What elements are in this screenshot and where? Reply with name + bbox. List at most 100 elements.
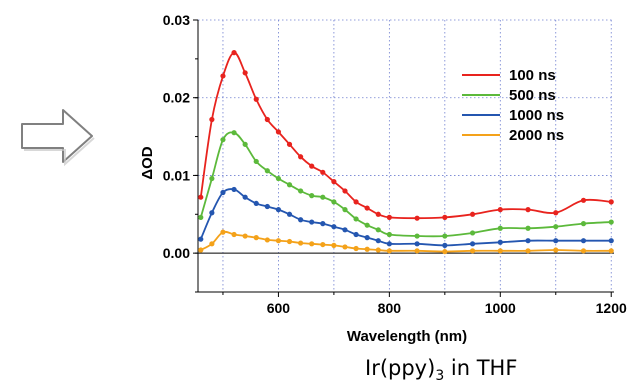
data-point-2000-ns — [220, 229, 226, 235]
axis-ticks: 600 800 1000 1200 0.00 0.01 0.02 0.03 — [163, 12, 627, 316]
data-point-100-ns — [309, 163, 315, 169]
data-point-100-ns — [298, 154, 304, 160]
data-point-500-ns — [231, 130, 237, 136]
y-tick-label: 0.03 — [163, 12, 190, 28]
data-series — [198, 50, 614, 255]
data-point-2000-ns — [364, 246, 370, 252]
y-tick-label: 0.00 — [163, 245, 190, 261]
right-arrow-icon — [21, 109, 95, 167]
data-point-500-ns — [342, 207, 348, 213]
data-point-2000-ns — [242, 233, 248, 239]
data-point-1000-ns — [298, 217, 304, 223]
data-point-500-ns — [286, 182, 293, 188]
axes — [197, 20, 614, 293]
caption-subscript: 3 — [435, 368, 444, 384]
data-point-100-ns — [375, 211, 381, 217]
data-point-2000-ns — [253, 235, 259, 241]
legend-label-100-ns: 100 ns — [509, 67, 556, 84]
data-point-2000-ns — [580, 248, 587, 254]
data-point-100-ns — [386, 214, 392, 220]
legend-label-500-ns: 500 ns — [509, 87, 556, 104]
data-point-100-ns — [442, 214, 448, 220]
data-point-100-ns — [608, 199, 614, 205]
data-point-1000-ns — [497, 239, 503, 245]
data-point-2000-ns — [553, 247, 559, 253]
data-point-1000-ns — [342, 227, 348, 233]
data-point-1000-ns — [264, 203, 270, 210]
data-point-2000-ns — [469, 248, 476, 254]
data-point-1000-ns — [469, 241, 476, 247]
data-point-2000-ns — [275, 238, 282, 244]
data-point-2000-ns — [608, 248, 614, 254]
legend-label-2000-ns: 2000 ns — [509, 127, 564, 144]
data-point-2000-ns — [497, 248, 503, 254]
x-tick-label: 1000 — [485, 300, 516, 316]
data-point-500-ns — [320, 194, 326, 200]
data-point-500-ns — [414, 233, 420, 239]
data-point-1000-ns — [553, 238, 559, 244]
data-point-500-ns — [331, 199, 337, 205]
data-point-1000-ns — [209, 210, 215, 216]
data-point-500-ns — [386, 231, 392, 238]
data-point-500-ns — [364, 222, 370, 228]
data-point-500-ns — [264, 168, 270, 174]
data-point-1000-ns — [414, 241, 420, 247]
data-point-2000-ns — [414, 248, 420, 254]
data-point-2000-ns — [331, 242, 337, 248]
data-point-1000-ns — [242, 194, 248, 200]
data-point-2000-ns — [198, 247, 204, 253]
data-point-2000-ns — [342, 244, 348, 250]
legend: 100 ns 500 ns 1000 ns 2000 ns — [462, 67, 564, 144]
series-line-500-ns — [199, 131, 612, 238]
y-tick-label: 0.01 — [163, 167, 190, 183]
x-tick-label: 800 — [378, 300, 402, 316]
legend-label-1000-ns: 1000 ns — [509, 107, 564, 124]
data-point-500-ns — [275, 175, 282, 182]
data-point-100-ns — [414, 215, 420, 221]
data-point-500-ns — [525, 225, 531, 231]
data-point-100-ns — [331, 179, 337, 185]
data-point-100-ns — [231, 50, 237, 56]
data-point-1000-ns — [231, 186, 237, 193]
data-point-100-ns — [553, 210, 559, 216]
data-point-2000-ns — [525, 248, 531, 254]
data-point-100-ns — [497, 207, 503, 213]
series-line-2000-ns — [200, 230, 612, 253]
data-point-2000-ns — [320, 241, 326, 248]
data-point-1000-ns — [220, 189, 226, 196]
data-point-1000-ns — [442, 242, 448, 248]
data-point-1000-ns — [275, 207, 282, 213]
data-point-1000-ns — [580, 238, 587, 244]
data-point-2000-ns — [375, 247, 381, 253]
data-point-1000-ns — [286, 211, 293, 217]
figure-caption: Ir(ppy)3 in THF — [365, 356, 517, 384]
data-point-500-ns — [553, 224, 559, 230]
data-point-500-ns — [375, 227, 381, 233]
data-point-100-ns — [242, 70, 248, 76]
data-point-2000-ns — [309, 241, 315, 247]
data-point-100-ns — [364, 205, 370, 211]
data-point-100-ns — [220, 73, 226, 79]
plot-area: 600 800 1000 1200 0.00 0.01 0.02 0.03 100 ns 500… — [163, 12, 627, 316]
data-point-1000-ns — [198, 236, 204, 242]
data-point-1000-ns — [364, 235, 370, 241]
data-point-2000-ns — [298, 240, 304, 246]
data-point-100-ns — [580, 197, 587, 203]
caption-suffix: in THF — [444, 356, 517, 380]
data-point-1000-ns — [353, 231, 359, 238]
data-point-500-ns — [198, 214, 204, 220]
data-point-100-ns — [525, 207, 531, 213]
data-point-2000-ns — [231, 231, 237, 238]
data-point-1000-ns — [253, 200, 259, 207]
data-point-500-ns — [497, 225, 503, 231]
data-point-100-ns — [198, 194, 204, 200]
x-axis-label: Wavelength (nm) — [347, 328, 467, 345]
data-point-500-ns — [580, 221, 587, 227]
x-tick-label: 600 — [267, 300, 291, 316]
data-point-500-ns — [469, 230, 476, 236]
data-point-1000-ns — [375, 238, 381, 244]
data-point-500-ns — [298, 188, 304, 194]
series-line-1000-ns — [199, 188, 612, 247]
data-point-100-ns — [253, 96, 259, 102]
caption-prefix: Ir(ppy) — [365, 356, 435, 380]
